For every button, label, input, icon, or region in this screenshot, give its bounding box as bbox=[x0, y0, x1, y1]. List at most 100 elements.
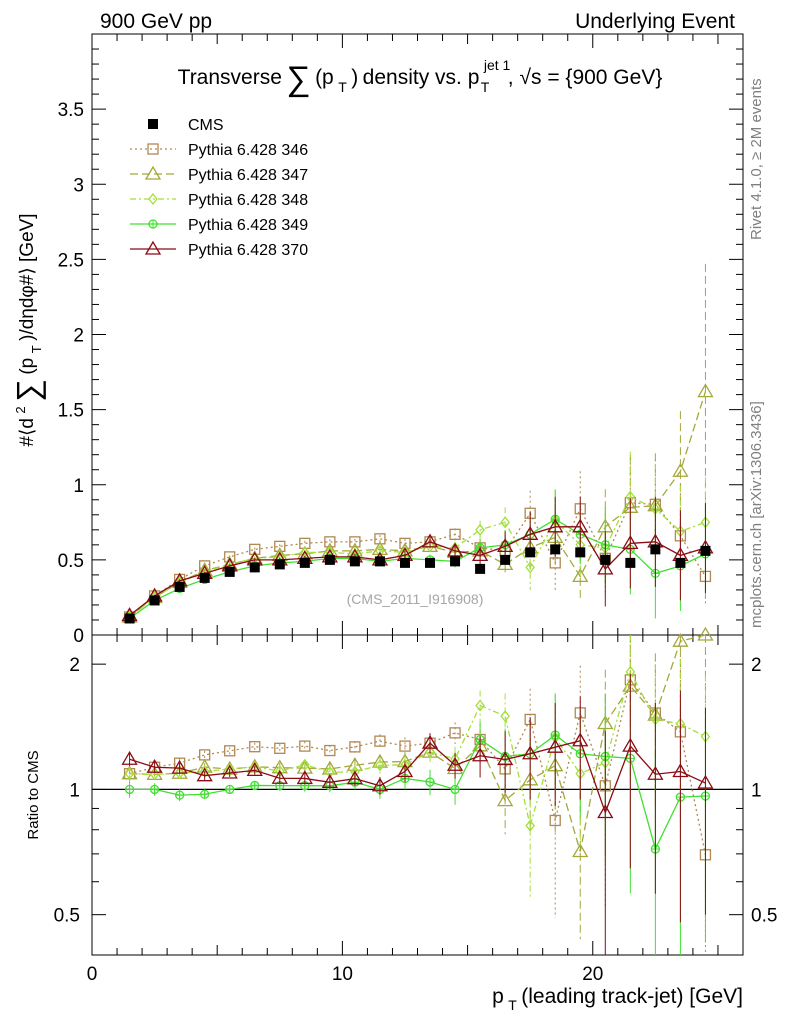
ratio-point-p370 bbox=[396, 763, 414, 778]
point-cms bbox=[249, 562, 260, 573]
ratio-point-p370 bbox=[196, 767, 213, 782]
point-p370 bbox=[497, 538, 514, 553]
x-tick-label: 20 bbox=[582, 964, 603, 985]
ratio-point-p347 bbox=[672, 632, 689, 647]
ratio-point-p346 bbox=[224, 745, 236, 757]
point-p346 bbox=[449, 528, 461, 540]
ratio-point-p348 bbox=[500, 710, 510, 723]
ratio-series-layer bbox=[121, 626, 714, 955]
ratio-point-p348 bbox=[525, 819, 536, 832]
point-cms bbox=[700, 545, 711, 556]
point-p347 bbox=[371, 541, 389, 556]
ratio-y-tick-label: 0.5 bbox=[54, 906, 80, 927]
ratio-point-p347 bbox=[321, 760, 338, 775]
x-tick-label: 0 bbox=[87, 964, 98, 985]
y-tick-label: 2.5 bbox=[58, 250, 84, 271]
point-cms bbox=[525, 547, 536, 558]
x-axis-label: p T (leading track-jet) [GeV] bbox=[492, 985, 743, 1014]
ratio-point-p347 bbox=[497, 792, 514, 807]
ratio-point-p349-cross bbox=[225, 785, 234, 794]
ratio-point-p370 bbox=[246, 762, 263, 777]
point-cms bbox=[625, 557, 636, 568]
point-cms bbox=[174, 581, 185, 592]
ratio-point-p370 bbox=[647, 765, 664, 780]
main-y-axis-label: #⟨d 2 ∑ (p T )/dηdφ#⟩ [GeV] bbox=[10, 213, 46, 446]
point-p370 bbox=[547, 518, 564, 533]
ratio-y-tick-label: 1 bbox=[69, 780, 80, 801]
rivet-label: Rivet 4.1.0, ≥ 2M events bbox=[748, 78, 765, 240]
point-cms bbox=[600, 554, 611, 565]
point-p370 bbox=[597, 560, 614, 575]
ratio-point-p346 bbox=[449, 727, 461, 739]
point-p348 bbox=[500, 516, 510, 529]
series-line-p348 bbox=[129, 495, 706, 618]
point-p347 bbox=[672, 462, 689, 477]
ratio-point-p370 bbox=[497, 751, 514, 766]
y-tick-label: 3 bbox=[73, 175, 84, 196]
series-line-p347 bbox=[129, 391, 707, 618]
ratio-point-p370 bbox=[622, 737, 639, 752]
ratio-point-p370 bbox=[121, 750, 138, 765]
ratio-point-p370 bbox=[471, 747, 489, 762]
point-cms bbox=[149, 595, 160, 606]
point-cms bbox=[450, 556, 461, 567]
point-p346 bbox=[349, 536, 361, 548]
point-cms bbox=[399, 557, 410, 568]
legend-marker-p370 bbox=[144, 240, 162, 255]
ratio-point-p349-cross bbox=[125, 785, 134, 794]
point-p370 bbox=[572, 518, 589, 533]
ratio-point-p370 bbox=[547, 738, 564, 753]
ratio-point-p370 bbox=[572, 732, 589, 747]
point-cms bbox=[199, 572, 210, 583]
point-cms bbox=[475, 563, 486, 574]
ratio-point-p347 bbox=[572, 843, 589, 858]
ratio-point-p347 bbox=[271, 759, 288, 774]
ratio-point-p346 bbox=[299, 740, 311, 752]
point-p348 bbox=[425, 540, 435, 553]
ratio-y-tick-label-right: 1 bbox=[751, 780, 762, 801]
ratio-point-p370 bbox=[697, 774, 714, 789]
ratio-point-p348 bbox=[375, 759, 385, 772]
point-p370 bbox=[622, 535, 639, 549]
ratio-point-p349-cross bbox=[426, 778, 435, 787]
ratio-line-p349 bbox=[129, 734, 706, 851]
plot-title: Transverse ∑ (p T ) density vs. p jet 1 … bbox=[178, 57, 663, 98]
ratio-point-p370 bbox=[371, 777, 389, 792]
point-cms bbox=[575, 547, 586, 558]
ratio-point-p348 bbox=[475, 699, 485, 712]
legend-marker-p347 bbox=[144, 165, 162, 180]
legend-label-p347: Pythia 6.428 347 bbox=[188, 167, 308, 184]
point-cms bbox=[124, 613, 135, 624]
ratio-point-p370 bbox=[446, 756, 464, 771]
ratio-point-p349-cross bbox=[451, 785, 460, 794]
main-axes-ticks: 0 0.5 1 1.5 2 2.5 3 3.5 bbox=[58, 34, 744, 647]
point-p348 bbox=[375, 544, 385, 557]
point-p346 bbox=[224, 551, 236, 563]
legend-marker-cms bbox=[148, 119, 158, 129]
ratio-line-p347 bbox=[129, 634, 706, 852]
point-cms bbox=[324, 554, 335, 565]
y-tick-label: 3.5 bbox=[58, 100, 84, 121]
point-cms bbox=[274, 559, 285, 570]
y-tick-label: 1.5 bbox=[58, 401, 84, 422]
point-cms bbox=[224, 566, 235, 577]
point-cms bbox=[500, 554, 511, 565]
ratio-y-tick-label-right: 2 bbox=[751, 655, 762, 676]
ratio-point-p349-cross bbox=[175, 791, 184, 800]
point-cms bbox=[550, 544, 561, 555]
ratio-line-p370 bbox=[129, 739, 706, 815]
ratio-y-tick-label-right: 0.5 bbox=[751, 906, 777, 927]
point-p347 bbox=[572, 568, 589, 583]
ratio-point-p348 bbox=[425, 746, 435, 759]
legend-marker-p348 bbox=[148, 192, 158, 206]
ratio-point-p346 bbox=[249, 741, 261, 753]
legend-label-p348: Pythia 6.428 348 bbox=[188, 192, 308, 209]
point-p370 bbox=[471, 547, 489, 562]
point-cms bbox=[675, 557, 686, 568]
ratio-point-p370 bbox=[346, 770, 364, 785]
ratio-line-p348 bbox=[129, 670, 706, 826]
point-p370 bbox=[421, 533, 439, 548]
legend-label-p370: Pythia 6.428 370 bbox=[188, 242, 308, 259]
header-left: 900 GeV pp bbox=[100, 10, 212, 33]
